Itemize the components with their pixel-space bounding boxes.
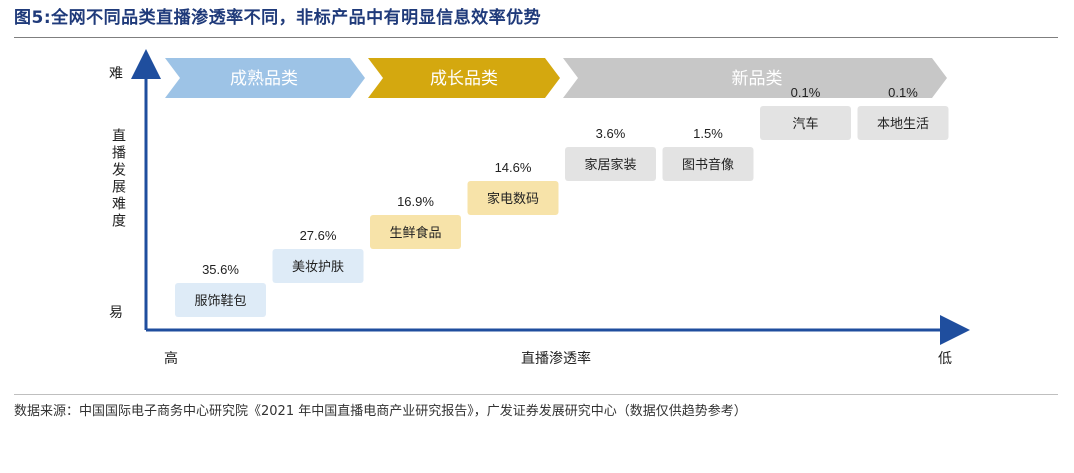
penetration-value-label: 0.1%	[791, 85, 821, 100]
y-axis-top-label: 难	[109, 66, 123, 82]
stage-label-mature: 成熟品类	[230, 68, 298, 89]
category-box	[370, 215, 461, 249]
category-label: 家居家装	[584, 157, 636, 173]
penetration-value-label: 16.9%	[397, 194, 434, 209]
title-divider	[14, 37, 1058, 38]
category-box	[760, 106, 851, 140]
stage-banner-mature	[165, 58, 365, 98]
category-box	[565, 147, 656, 181]
chart-canvas: 成熟品类 成长品类 新品类 服饰鞋包 35.6% 美妆护肤 27.6% 生鲜食品 16.9…	[131, 49, 970, 345]
x-axis-left-label: 高	[164, 351, 178, 367]
stage-label-growth: 成长品类	[430, 69, 498, 89]
figure-title: 图5:全网不同品类直播渗透率不同，非标产品中有明显信息效率优势	[14, 8, 542, 28]
category-box	[857, 106, 949, 140]
x-axis-title: 直播渗透率	[521, 351, 591, 367]
category-label: 美妆护肤	[292, 260, 344, 275]
category-box	[272, 249, 364, 283]
source-note: 数据来源：中国国际电子商务中心研究院《2021 年中国直播电商产业研究报告》，广…	[14, 404, 747, 419]
category-label: 图书音像	[682, 157, 734, 173]
penetration-value-label: 35.6%	[202, 262, 239, 277]
stage-banner-growth	[368, 58, 560, 98]
y-axis-title: 直播发展难度	[110, 128, 126, 230]
stage-banners: 成熟品类 成长品类 新品类	[165, 58, 947, 98]
y-axis-bottom-label: 易	[109, 305, 123, 321]
category-box	[662, 147, 754, 181]
category-label: 家电数码	[487, 191, 539, 207]
source-divider	[14, 394, 1058, 395]
penetration-value-label: 3.6%	[596, 126, 626, 141]
category-box	[467, 181, 559, 215]
penetration-value-label: 27.6%	[300, 228, 337, 243]
x-axis-right-label: 低	[938, 351, 952, 367]
penetration-value-label: 14.6%	[495, 160, 532, 175]
category-label: 服饰鞋包	[194, 293, 246, 309]
stage-label-new: 新品类	[732, 69, 783, 89]
category-label: 汽车	[792, 116, 818, 132]
penetration-value-label: 1.5%	[693, 126, 723, 141]
stage-banner-new	[563, 58, 947, 98]
category-box	[175, 283, 266, 317]
category-label: 本地生活	[877, 117, 929, 132]
category-label: 生鲜食品	[389, 225, 441, 241]
penetration-value-label: 0.1%	[888, 85, 918, 100]
category-boxes: 服饰鞋包 35.6% 美妆护肤 27.6% 生鲜食品 16.9% 家电数码 14.6% 家居家装…	[175, 85, 949, 317]
